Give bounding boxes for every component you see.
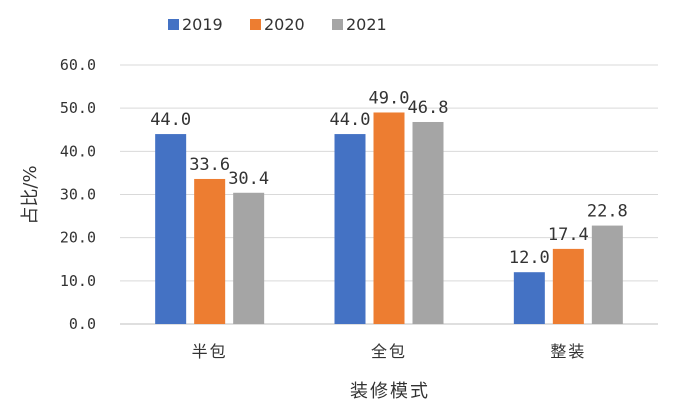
y-tick-label: 10.0 [60, 272, 96, 290]
legend-label: 2019 [182, 15, 223, 34]
category-label: 全包 [371, 342, 407, 361]
data-label: 33.6 [189, 155, 230, 175]
bar-2021-2 [591, 225, 623, 324]
y-tick-label: 30.0 [60, 186, 96, 204]
legend-label: 2020 [264, 15, 305, 34]
legend-swatch-2019 [168, 19, 179, 30]
data-label: 46.8 [408, 98, 449, 118]
category-label: 整装 [550, 342, 586, 361]
bar-2019-0 [155, 134, 187, 324]
y-tick-label: 50.0 [60, 99, 96, 117]
y-tick-label: 40.0 [60, 142, 96, 160]
x-axis-title: 装修模式 [350, 381, 430, 402]
y-tick-label: 0.0 [69, 315, 96, 333]
bar-2019-2 [513, 272, 545, 324]
legend-label: 2021 [346, 15, 387, 34]
data-label: 49.0 [369, 88, 410, 108]
bar-2020-1 [373, 112, 405, 324]
y-axis-title: 占比/% [20, 165, 41, 224]
data-label: 44.0 [330, 110, 371, 130]
y-tick-label: 60.0 [60, 56, 96, 74]
x-axis-categories: 半包 全包 整装 [192, 342, 586, 361]
bar-2020-0 [194, 178, 226, 324]
y-axis-ticks: 0.0 10.0 20.0 30.0 40.0 50.0 60.0 [60, 56, 96, 333]
category-label: 半包 [192, 342, 228, 361]
data-label: 30.4 [228, 169, 269, 189]
bar-2021-1 [412, 121, 444, 324]
legend: 2019 2020 2021 [168, 15, 387, 34]
data-label: 17.4 [548, 225, 589, 245]
data-labels: 44.033.630.444.049.046.812.017.422.8 [150, 88, 628, 268]
bars [155, 112, 623, 324]
data-label: 44.0 [150, 110, 191, 130]
data-label: 12.0 [509, 248, 550, 268]
bar-2021-0 [233, 192, 265, 324]
legend-swatch-2020 [250, 19, 261, 30]
bar-2019-1 [334, 134, 366, 324]
y-tick-label: 20.0 [60, 229, 96, 247]
bar-2020-2 [552, 248, 584, 324]
legend-swatch-2021 [332, 19, 343, 30]
data-label: 22.8 [587, 202, 628, 222]
